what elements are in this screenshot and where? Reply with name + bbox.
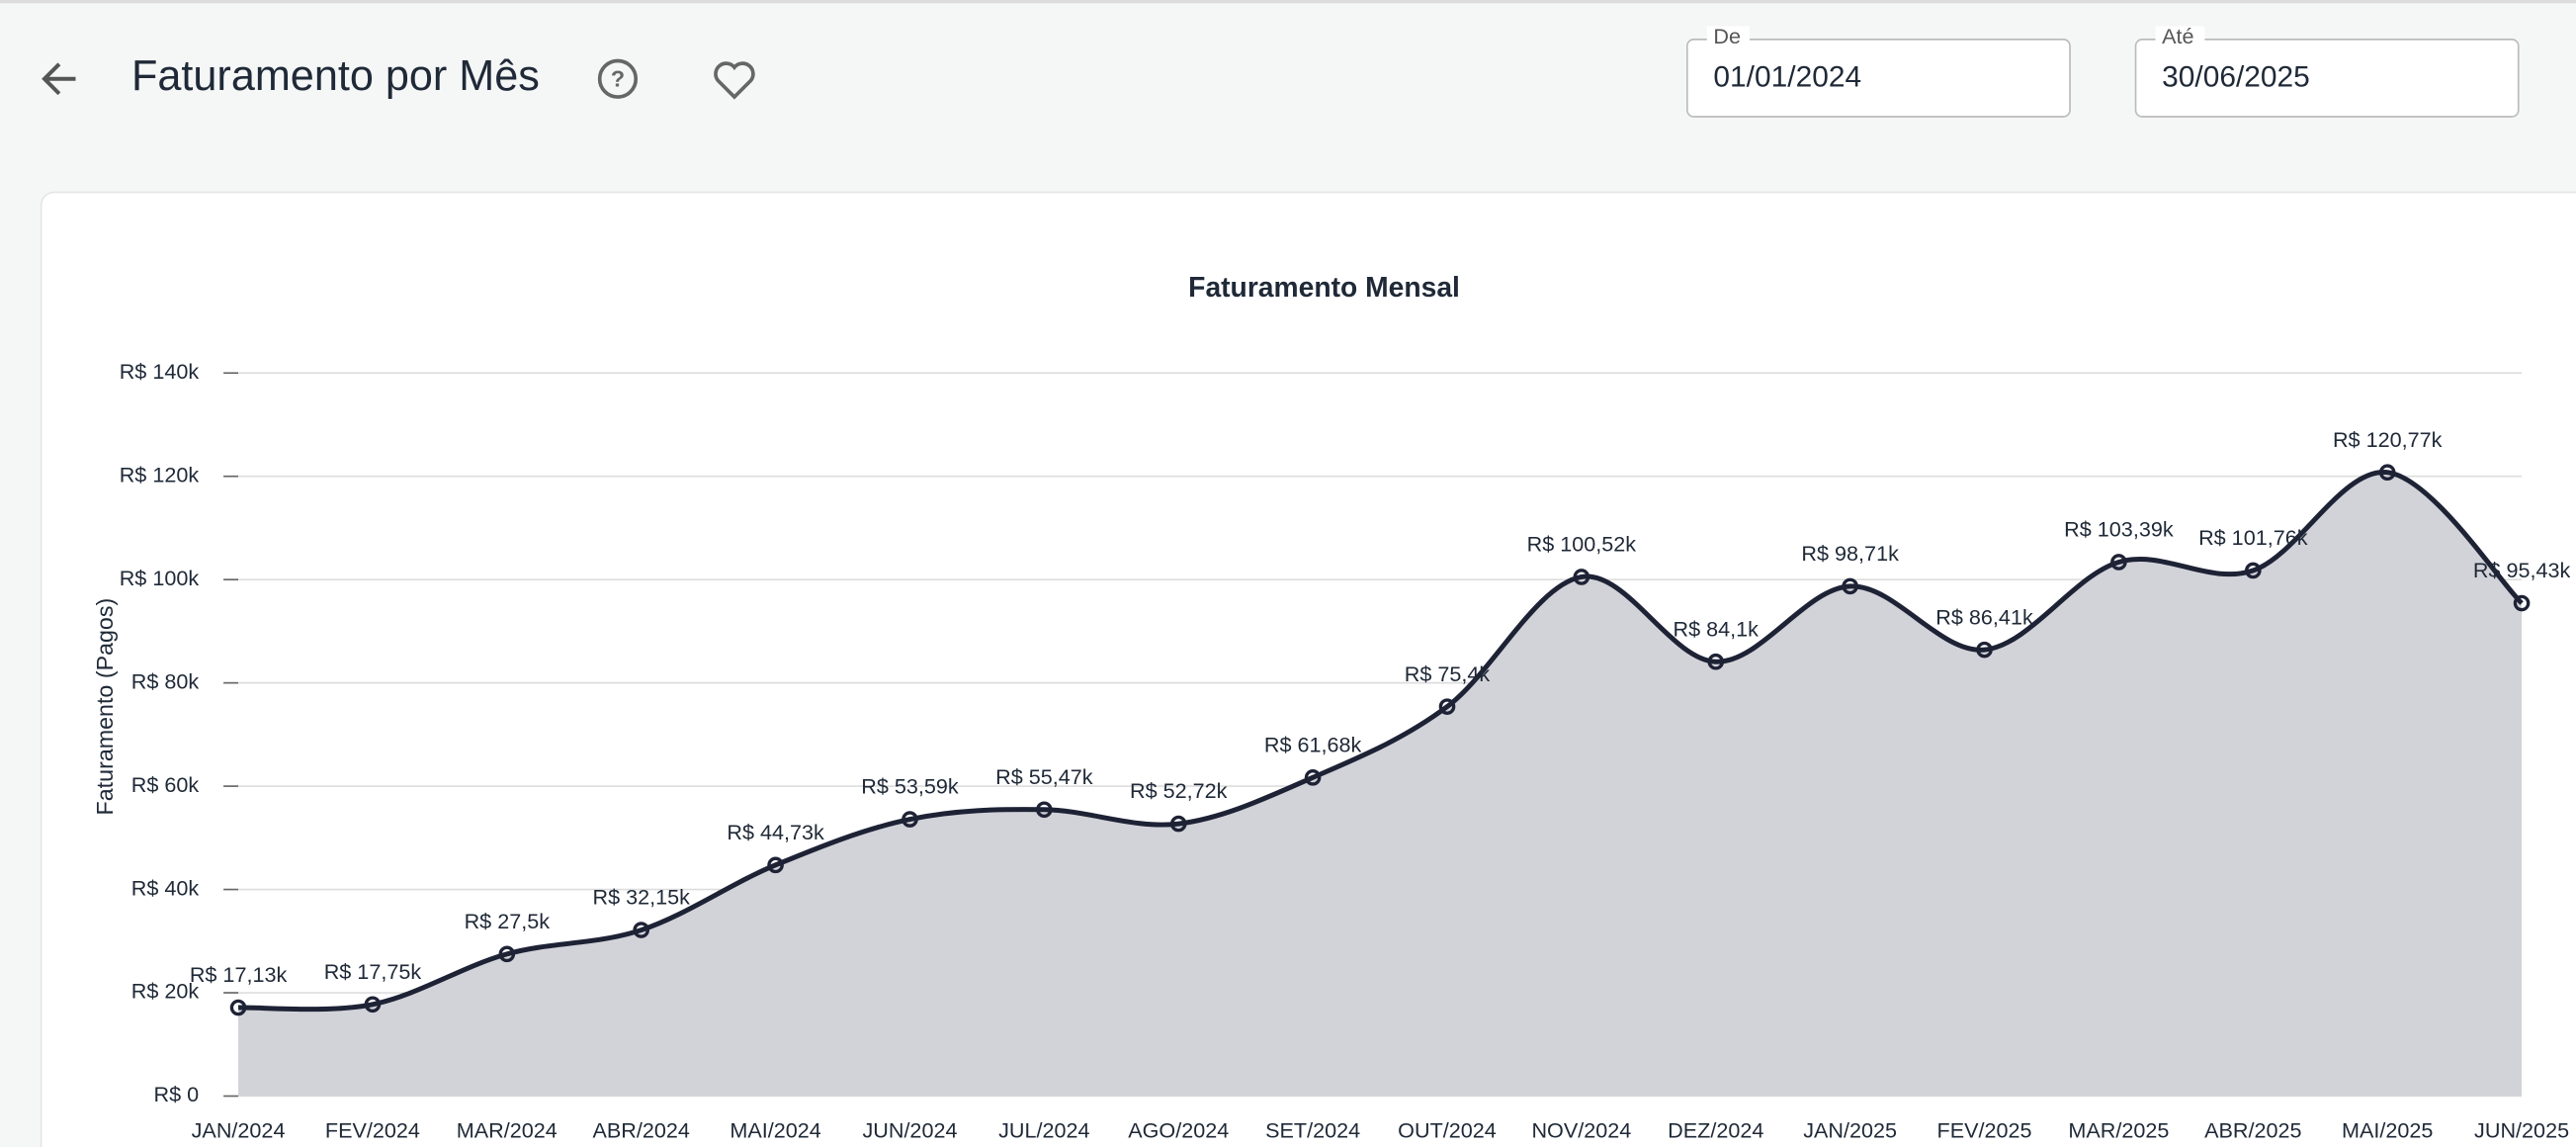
point bbox=[2378, 464, 2396, 481]
point bbox=[1842, 577, 1858, 595]
point bbox=[229, 999, 247, 1016]
data-label: R$ 120,77k bbox=[2333, 427, 2443, 452]
area bbox=[238, 472, 2523, 1097]
y-tick-label: R$ 0 bbox=[154, 1082, 200, 1106]
chart-title: Faturamento Mensal bbox=[1188, 271, 1460, 303]
x-tick-label: JUN/2024 bbox=[862, 1118, 957, 1143]
x-tick-label: MAR/2024 bbox=[457, 1118, 558, 1143]
point bbox=[1169, 815, 1187, 833]
page-title: Faturamento por Mês bbox=[131, 52, 540, 100]
data-label: R$ 86,41k bbox=[1935, 604, 2033, 629]
x-tick-label: FEV/2024 bbox=[325, 1118, 420, 1143]
x-tick-label: OUT/2024 bbox=[1398, 1118, 1497, 1143]
data-label: R$ 55,47k bbox=[995, 764, 1093, 789]
y-tick-label: R$ 120k bbox=[120, 462, 200, 486]
x-tick-label: ABR/2024 bbox=[592, 1118, 689, 1143]
x-tick-label: FEV/2025 bbox=[1937, 1118, 2032, 1143]
point bbox=[2245, 562, 2262, 579]
point bbox=[1573, 569, 1590, 585]
point bbox=[902, 811, 918, 828]
point bbox=[1438, 698, 1456, 715]
point bbox=[498, 945, 516, 963]
x-tick-label: JAN/2024 bbox=[192, 1118, 286, 1143]
favorite-icon[interactable] bbox=[714, 61, 755, 100]
data-label: R$ 98,71k bbox=[1801, 541, 1899, 566]
x-tick-label: DEZ/2024 bbox=[1668, 1118, 1763, 1143]
date-to-field[interactable] bbox=[2134, 39, 2520, 118]
data-label: R$ 27,5k bbox=[465, 909, 551, 933]
date-to-value: 30/06/2025 bbox=[2162, 61, 2310, 94]
point bbox=[1707, 653, 1725, 670]
data-label: R$ 101,76k bbox=[2198, 525, 2308, 550]
x-tick-label: MAI/2024 bbox=[730, 1118, 820, 1143]
y-tick-label: R$ 80k bbox=[131, 668, 200, 693]
svg-text:?: ? bbox=[611, 66, 625, 92]
top-border bbox=[0, 0, 2576, 4]
label-bg bbox=[2155, 26, 2205, 49]
date-to-label: Até bbox=[2162, 24, 2193, 48]
data-label: R$ 44,73k bbox=[727, 820, 824, 844]
date-from-label: De bbox=[1713, 24, 1741, 48]
help-icon[interactable]: ? bbox=[597, 58, 639, 99]
x-tick-label: MAR/2025 bbox=[2068, 1118, 2169, 1143]
y-tick-label: R$ 100k bbox=[120, 566, 200, 590]
point bbox=[767, 856, 784, 874]
x-tick-label: AGO/2024 bbox=[1128, 1118, 1229, 1143]
y-tick-label: R$ 20k bbox=[131, 979, 200, 1004]
point bbox=[1304, 769, 1322, 786]
data-label: R$ 84,1k bbox=[1674, 616, 1760, 641]
x-tick-label: NOV/2024 bbox=[1531, 1118, 1631, 1143]
data-label: R$ 61,68k bbox=[1264, 732, 1362, 756]
data-label: R$ 17,13k bbox=[190, 962, 288, 987]
line bbox=[237, 470, 2524, 1013]
x-tick-label: JUL/2024 bbox=[998, 1118, 1089, 1143]
point bbox=[2513, 594, 2531, 612]
point bbox=[1976, 641, 1993, 659]
x-tick-label: MAI/2025 bbox=[2342, 1118, 2433, 1143]
point bbox=[2110, 554, 2127, 571]
back-button[interactable] bbox=[42, 62, 76, 96]
point bbox=[364, 996, 382, 1014]
x-tick-label: SET/2024 bbox=[1265, 1118, 1360, 1143]
data-label: R$ 32,15k bbox=[592, 885, 690, 910]
data-label: R$ 17,75k bbox=[324, 959, 422, 984]
x-tick-label: JUN/2025 bbox=[2474, 1118, 2569, 1143]
y-tick-label: R$ 140k bbox=[120, 359, 200, 384]
data-label: R$ 103,39k bbox=[2064, 517, 2174, 542]
label-bg bbox=[1706, 26, 1750, 49]
y-axis-label: Faturamento (Pagos) bbox=[92, 598, 118, 816]
x-tick-label: JAN/2025 bbox=[1803, 1118, 1897, 1143]
date-from-field[interactable] bbox=[1686, 39, 2071, 118]
data-label: R$ 52,72k bbox=[1130, 778, 1228, 803]
data-label: R$ 75,4k bbox=[1405, 662, 1491, 686]
point bbox=[633, 922, 650, 938]
y-tick-label: R$ 40k bbox=[131, 875, 200, 900]
point bbox=[1036, 801, 1053, 819]
data-label: R$ 53,59k bbox=[861, 774, 959, 799]
data-label: R$ 100,52k bbox=[1527, 532, 1637, 557]
y-tick-label: R$ 60k bbox=[131, 772, 200, 797]
data-label: R$ 95,43k bbox=[2473, 558, 2571, 582]
date-from-value: 01/01/2024 bbox=[1713, 61, 1861, 94]
x-tick-label: ABR/2025 bbox=[2204, 1118, 2301, 1143]
